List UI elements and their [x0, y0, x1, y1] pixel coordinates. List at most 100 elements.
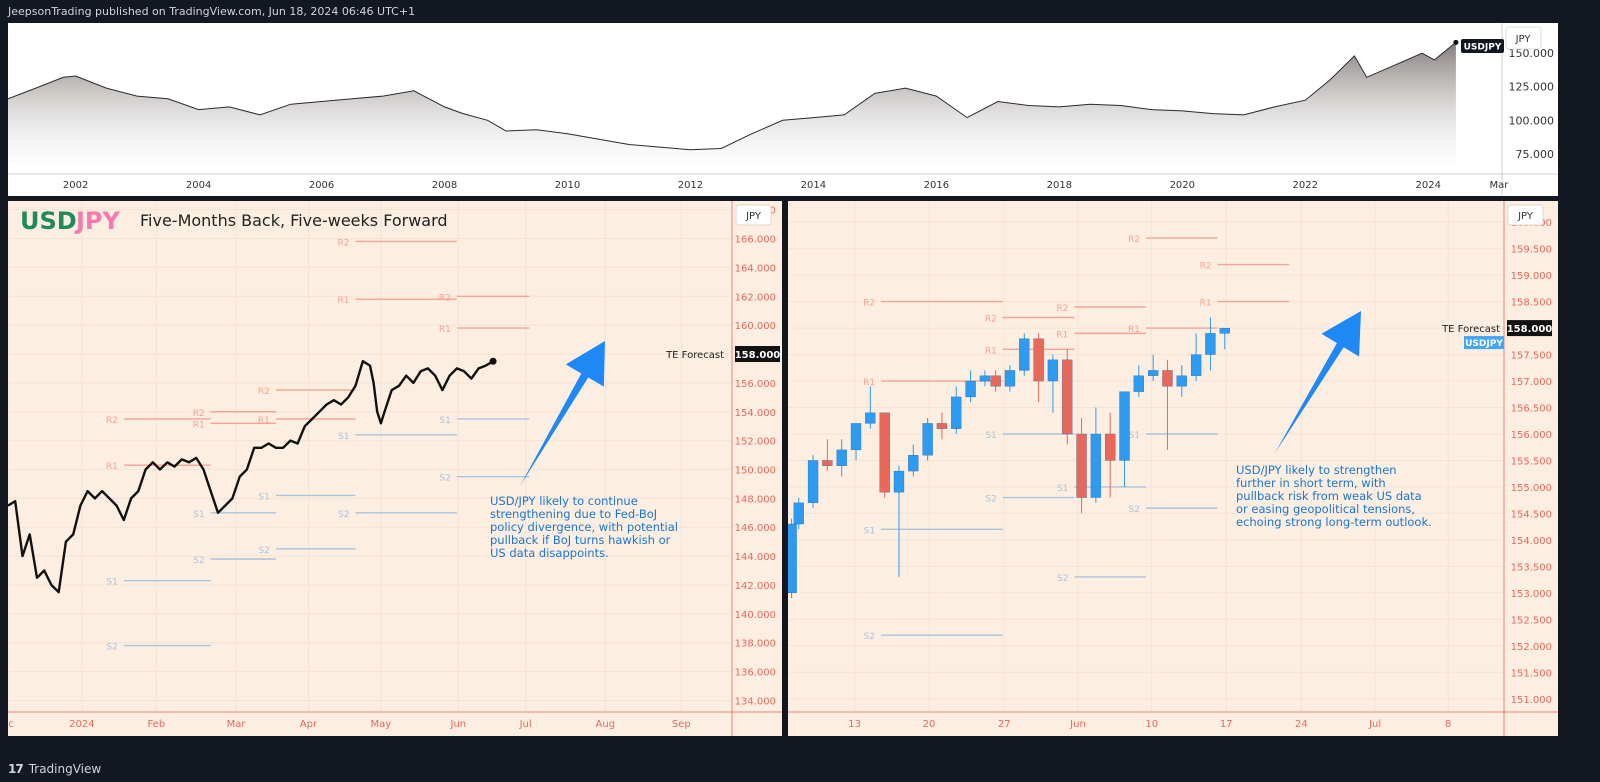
- overview-x-tick: 2008: [432, 180, 457, 191]
- x-tick-label: 8: [1445, 719, 1451, 730]
- x-tick-label: Apr: [300, 719, 318, 730]
- overview-x-tick: 2012: [678, 180, 703, 191]
- candle-body: [836, 449, 847, 466]
- publish-info: JeepsonTrading published on TradingView.…: [8, 5, 416, 18]
- annotation-line: further in short term, with: [1236, 476, 1386, 490]
- level-label-s1: S1: [106, 578, 117, 588]
- y-tick-label: 134.000: [735, 696, 776, 707]
- level-label-r2: R2: [193, 409, 205, 419]
- level-label-r1: R1: [258, 416, 270, 426]
- candle-body: [1004, 370, 1016, 387]
- y-tick-label: 160.000: [735, 321, 776, 332]
- candle-body: [1076, 433, 1087, 498]
- forecast-arrow: [1275, 311, 1361, 453]
- annotation-line: US data disappoints.: [490, 546, 609, 560]
- x-tick-label: ec: [8, 719, 14, 730]
- y-tick-label: 158.500: [1511, 298, 1552, 309]
- x-tick-label: 27: [998, 719, 1011, 730]
- forecast-price-value: 158.000: [735, 350, 781, 361]
- currency-box: [1507, 204, 1544, 226]
- overview-x-tick: 2006: [309, 180, 334, 191]
- level-label-s1: S1: [258, 492, 269, 502]
- time-axis-background: [788, 712, 1504, 736]
- title-usd: USD: [20, 207, 77, 235]
- y-tick-label: 164.000: [735, 263, 776, 274]
- overview-chart-panel[interactable]: 150.000 125.000 100.000 75.000 2002 2004 2006 2…: [8, 23, 1558, 196]
- y-tick-label: 144.000: [735, 552, 776, 563]
- left-chart: 168.000166.000164.000162.000160.000158.0…: [8, 201, 782, 736]
- annotation-line: USD/JPY likely to strengthen: [1236, 463, 1397, 477]
- price-axis-background: [1504, 201, 1558, 736]
- level-label-s1: S1: [864, 526, 875, 536]
- overview-area: [8, 42, 1456, 175]
- y-tick-label: 153.500: [1511, 562, 1552, 573]
- x-tick-label: Jul: [519, 719, 532, 730]
- level-label-r2: R2: [338, 238, 350, 248]
- currency-box-label: JPY: [745, 211, 762, 222]
- overview-x-tick: Mar: [1489, 180, 1509, 191]
- x-tick-label: 17: [1220, 719, 1233, 730]
- right-chart-panel[interactable]: 160.000159.500159.000158.500158.000157.5…: [788, 201, 1558, 736]
- overview-symbol-badge: [1461, 39, 1504, 53]
- title-jpy: JPY: [74, 207, 121, 235]
- candle-body: [922, 423, 933, 456]
- overview-series-line: [8, 42, 1457, 151]
- overview-x-tick: 2020: [1170, 180, 1195, 191]
- level-label-r1: R1: [338, 296, 350, 306]
- candle-body: [879, 412, 890, 493]
- overview-y-tick: 125.000: [1509, 81, 1555, 94]
- overview-currency-label: JPY: [1515, 34, 1532, 45]
- last-price-point: [489, 357, 497, 365]
- level-label-s2: S2: [985, 495, 996, 505]
- y-tick-label: 154.500: [1511, 509, 1552, 520]
- time-axis-background: [8, 712, 732, 736]
- y-tick-label: 152.500: [1511, 615, 1552, 626]
- currency-box-label: JPY: [1517, 211, 1534, 222]
- candle-body: [936, 423, 948, 429]
- forecast-price-value: 158.000: [1507, 324, 1553, 335]
- level-label-r1: R1: [1056, 330, 1068, 340]
- level-label-s1: S1: [985, 431, 996, 441]
- overview-y-tick: 100.000: [1509, 114, 1555, 127]
- candle-body: [1033, 338, 1044, 382]
- footer: 17 TradingView: [8, 760, 101, 778]
- level-label-r2: R2: [439, 293, 451, 303]
- chart-title: Five-Months Back, Five-weeks Forward: [140, 211, 448, 230]
- level-label-r1: R1: [1200, 299, 1212, 309]
- overview-x-tick: 2004: [186, 180, 211, 191]
- level-label-s2: S2: [1129, 505, 1140, 515]
- y-tick-label: 154.000: [735, 408, 776, 419]
- level-label-r1: R1: [985, 346, 997, 356]
- y-tick-label: 138.000: [735, 639, 776, 650]
- level-label-r1: R1: [863, 378, 875, 388]
- left-chart-panel[interactable]: 168.000166.000164.000162.000160.000158.0…: [8, 201, 782, 736]
- level-label-r1: R1: [193, 420, 205, 430]
- y-tick-label: 146.000: [735, 523, 776, 534]
- overview-x-tick: 2014: [801, 180, 826, 191]
- footer-brand: TradingView: [28, 762, 102, 776]
- overview-last-point: [1453, 39, 1459, 45]
- level-label-s2: S2: [258, 546, 269, 556]
- y-tick-label: 157.500: [1511, 351, 1552, 362]
- x-tick-label: Jun: [450, 719, 467, 730]
- candle-body: [788, 523, 797, 594]
- level-label-r2: R2: [258, 387, 270, 397]
- plot-background: [788, 201, 1504, 712]
- candle-body: [908, 455, 919, 472]
- y-tick-label: 156.000: [735, 379, 776, 390]
- candle-body: [990, 375, 1001, 387]
- y-tick-label: 159.500: [1511, 245, 1552, 256]
- candle-body: [1105, 433, 1116, 461]
- overview-x-tick: 2016: [924, 180, 949, 191]
- y-tick-label: 152.000: [1511, 642, 1552, 653]
- x-tick-label: 13: [848, 719, 861, 730]
- symbol-badge-label: USDJPY: [1465, 339, 1503, 349]
- x-tick-label: Sep: [672, 719, 691, 730]
- candle-body: [1190, 354, 1202, 376]
- candle-body: [893, 470, 905, 493]
- candle-body: [1162, 370, 1173, 387]
- candle-body: [1133, 375, 1144, 392]
- y-tick-label: 155.000: [1511, 483, 1552, 494]
- right-chart: 160.000159.500159.000158.500158.000157.5…: [788, 201, 1558, 736]
- y-tick-label: 166.000: [735, 235, 776, 246]
